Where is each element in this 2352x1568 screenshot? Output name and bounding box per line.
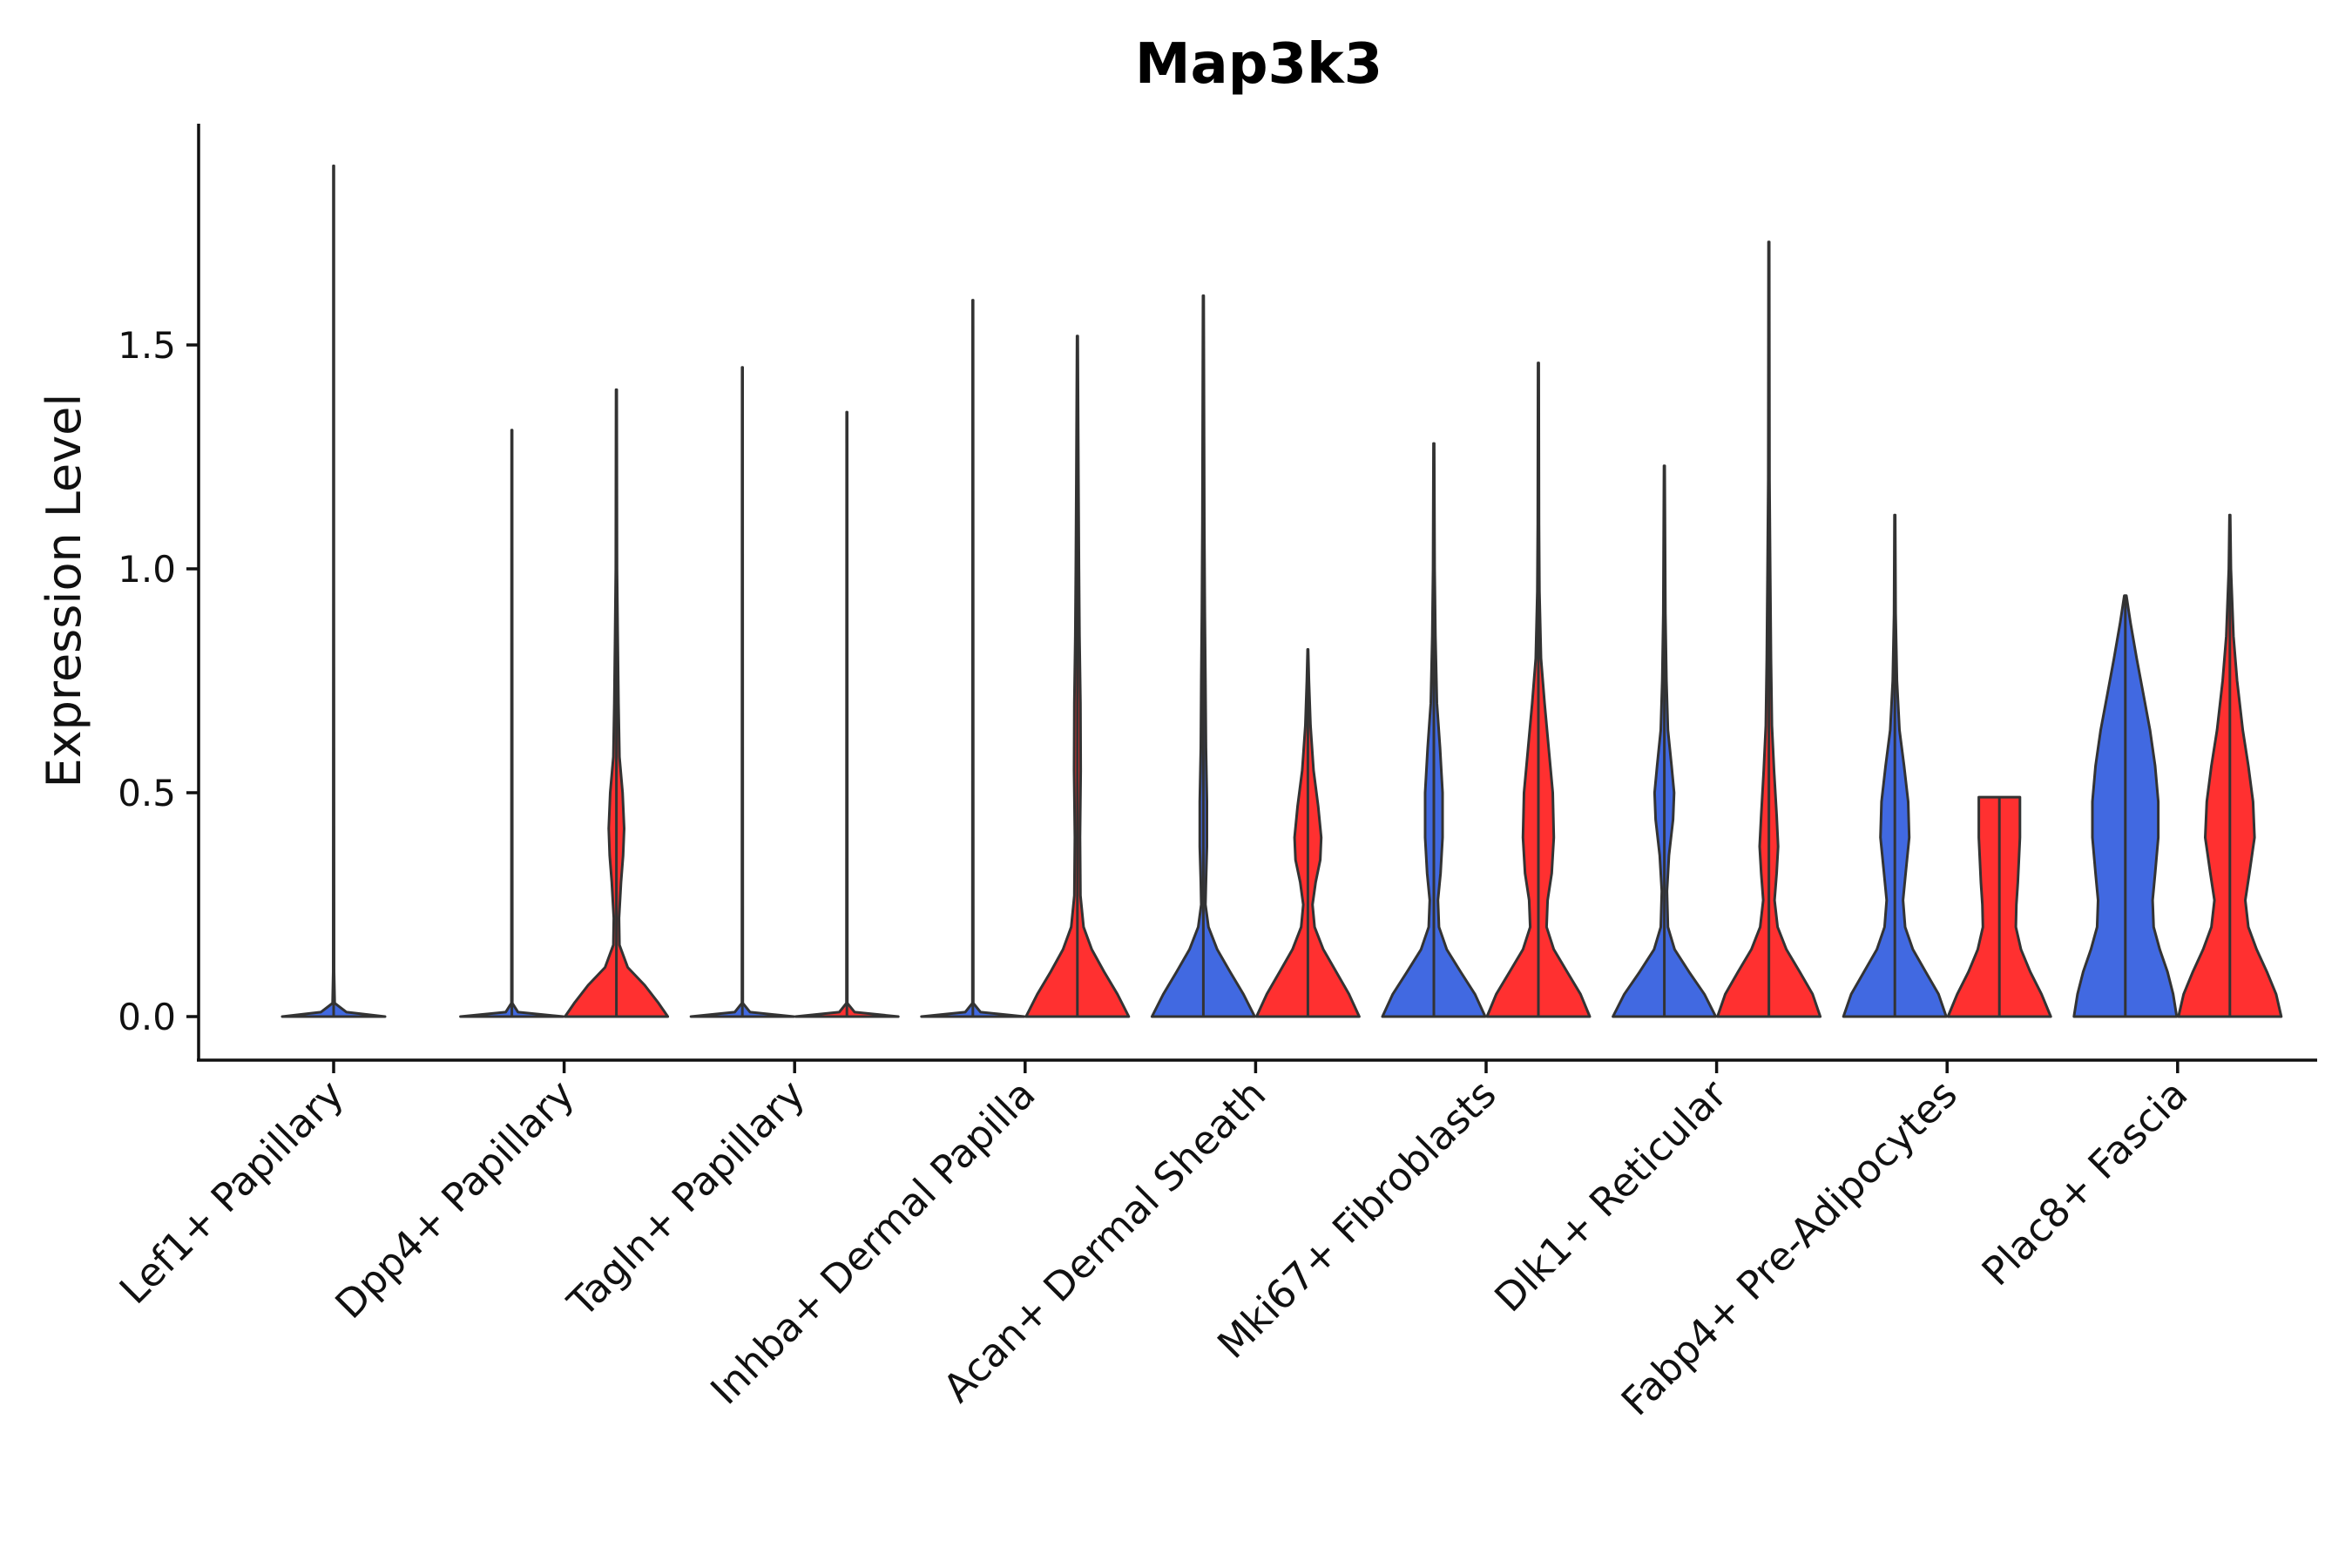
x-category-label: Dpp4+ Papillary	[327, 1071, 584, 1328]
x-category-label: Dlk1+ Reticular	[1485, 1071, 1735, 1321]
chart-title: Map3k3	[1135, 32, 1382, 97]
violins-layer	[280, 164, 2283, 1018]
y-axis-label: Expression Level	[37, 394, 91, 788]
y-tick-label: 0.5	[118, 772, 176, 814]
x-category-label: Plac8+ Fascia	[1973, 1071, 2197, 1294]
y-axis-ticks: 0.0 0.5 1.0 1.5	[118, 324, 199, 1038]
y-tick-label: 1.5	[118, 324, 176, 367]
y-tick-label: 1.0	[118, 548, 176, 591]
x-category-label: Lef1+ Papillary	[111, 1071, 353, 1313]
y-tick-label: 0.0	[118, 996, 176, 1038]
x-category-label: Tagln+ Papillary	[558, 1071, 814, 1326]
